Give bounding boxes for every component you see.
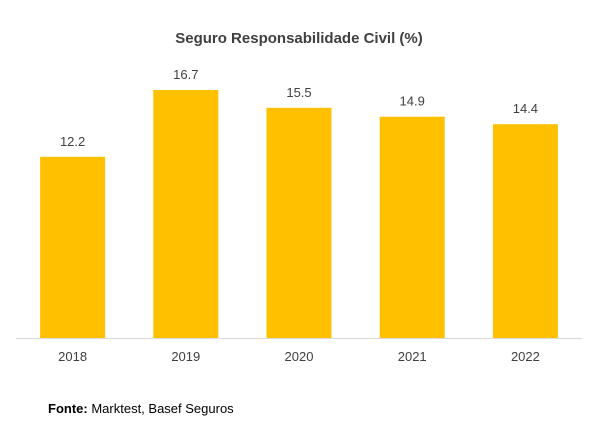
value-label-2021: 14.9 bbox=[400, 94, 425, 109]
source-text: Marktest, Basef Seguros bbox=[91, 401, 234, 416]
value-labels-group: 12.2 16.7 15.5 14.9 14.4 bbox=[60, 67, 538, 149]
category-label-2018: 2018 bbox=[58, 349, 87, 364]
bar-2019 bbox=[153, 90, 219, 338]
bar-2022 bbox=[492, 124, 558, 338]
category-label-2021: 2021 bbox=[398, 349, 427, 364]
source-label: Fonte: bbox=[48, 401, 88, 416]
value-label-2022: 14.4 bbox=[513, 101, 538, 116]
value-label-2019: 16.7 bbox=[173, 67, 198, 82]
bar-2020 bbox=[266, 107, 332, 338]
source-note: Fonte: Marktest, Basef Seguros bbox=[48, 401, 234, 416]
category-label-2019: 2019 bbox=[171, 349, 200, 364]
value-label-2018: 12.2 bbox=[60, 134, 85, 149]
bar-2021 bbox=[379, 116, 445, 338]
category-label-2020: 2020 bbox=[285, 349, 314, 364]
value-label-2020: 15.5 bbox=[286, 85, 311, 100]
category-label-2022: 2022 bbox=[511, 349, 540, 364]
bars-group bbox=[40, 90, 558, 338]
bar-2018 bbox=[40, 156, 106, 338]
chart-title: Seguro Responsabilidade Civil (%) bbox=[175, 30, 423, 47]
category-labels-group: 2018 2019 2020 2021 2022 bbox=[58, 349, 540, 364]
